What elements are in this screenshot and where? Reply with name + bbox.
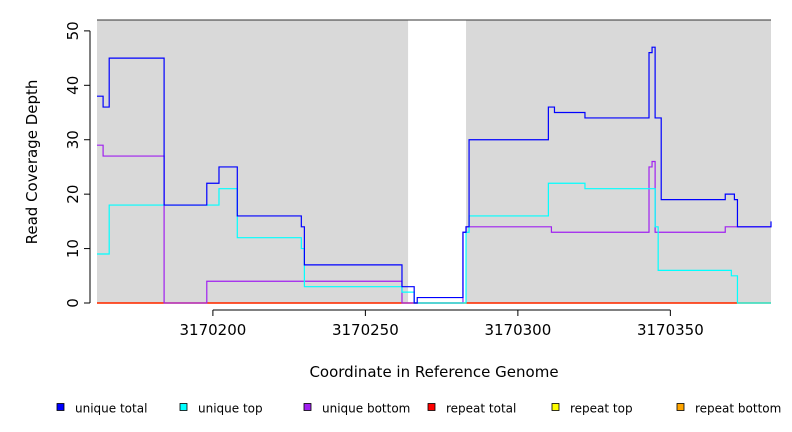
- legend-label: unique top: [198, 402, 263, 416]
- shaded-region-2: [466, 20, 771, 303]
- legend-swatch: [303, 403, 312, 411]
- y-tick-label: 30: [64, 130, 82, 149]
- legend-item-unique-top: unique top: [179, 402, 263, 416]
- shaded-regions: [97, 20, 771, 303]
- y-axis-label: Read Coverage Depth: [23, 80, 41, 245]
- y-axis: 0 10 20 30 40 50: [64, 21, 91, 308]
- legend-swatch: [56, 403, 65, 411]
- x-axis: 3170200 3170250 3170300 3170350: [179, 309, 704, 339]
- legend-swatch: [179, 403, 188, 411]
- x-axis-label: Coordinate in Reference Genome: [309, 363, 558, 381]
- legend-item-repeat-total: repeat total: [427, 402, 516, 416]
- legend-label: unique total: [75, 402, 147, 416]
- x-tick-label: 3170200: [179, 321, 246, 339]
- legend-item-repeat-top: repeat top: [551, 402, 633, 416]
- y-tick-label: 0: [64, 298, 82, 308]
- legend-item-repeat-bottom: repeat bottom: [676, 402, 781, 416]
- series-layer: [97, 46, 772, 304]
- legend-item-unique-bottom: unique bottom: [303, 402, 410, 416]
- y-tick-label: 50: [64, 21, 82, 40]
- legend-swatch: [427, 403, 436, 411]
- y-tick-label: 40: [64, 76, 82, 95]
- y-tick-label: 10: [64, 239, 82, 258]
- x-tick-label: 3170350: [637, 321, 704, 339]
- series-unique-total: [97, 46, 772, 304]
- x-tick-label: 3170300: [484, 321, 551, 339]
- x-tick-label: 3170250: [332, 321, 399, 339]
- legend-label: repeat top: [570, 402, 633, 416]
- legend-label: repeat total: [446, 402, 516, 416]
- legend-item-unique-total: unique total: [56, 402, 147, 416]
- legend-swatch: [676, 403, 685, 411]
- y-tick-label: 20: [64, 185, 82, 204]
- shaded-region-1: [97, 20, 409, 303]
- legend-label: unique bottom: [322, 402, 410, 416]
- legend: unique total unique top unique bottom repea…: [56, 402, 781, 416]
- legend-label: repeat bottom: [695, 402, 781, 416]
- legend-swatch: [551, 403, 560, 411]
